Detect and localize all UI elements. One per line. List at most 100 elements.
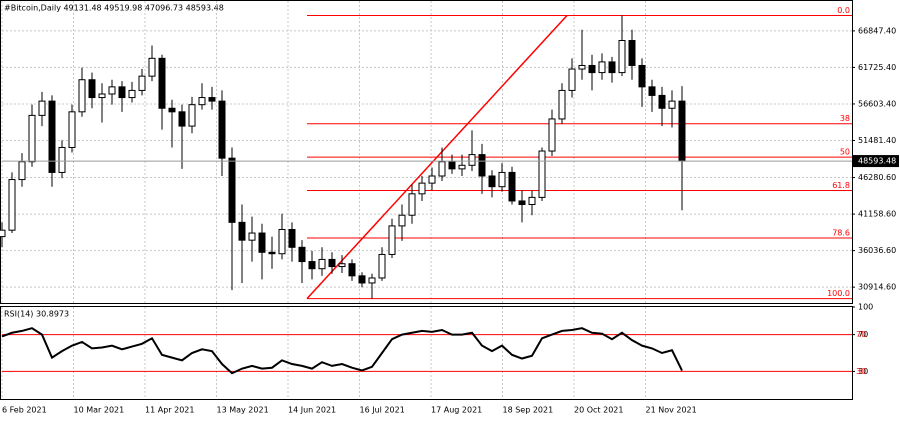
candle-body	[678, 100, 686, 162]
rsi-frame	[0, 306, 853, 400]
x-tick-label: 17 Aug 2021	[431, 406, 482, 415]
candle-body	[28, 114, 36, 163]
candle-body	[428, 175, 436, 184]
candle-body	[518, 200, 526, 206]
y-tick-label: 66847.40	[858, 26, 896, 35]
candle-body	[438, 161, 446, 177]
rsi-tick-label: 100	[858, 303, 873, 312]
candle-body	[298, 246, 306, 263]
candle-body	[178, 111, 186, 127]
fib-label: 38	[840, 114, 850, 123]
candle-body	[268, 251, 276, 255]
x-tick-label: 18 Sep 2021	[503, 406, 554, 415]
candle-body	[498, 171, 506, 188]
candle-body	[378, 253, 386, 279]
candle-body	[248, 232, 256, 241]
candle-body	[508, 171, 516, 202]
candle-body	[588, 64, 596, 74]
current-price-label: 48593.48	[858, 157, 896, 166]
candle-body	[358, 275, 366, 284]
current-price-box	[853, 155, 899, 168]
fib-label: 50	[840, 148, 850, 157]
candle-body	[188, 104, 196, 127]
y-tick-label: 56603.40	[858, 99, 896, 108]
candle-body	[488, 175, 496, 188]
candle-body	[658, 94, 666, 109]
y-tick-label: 41158.60	[858, 210, 896, 219]
candle-body	[258, 232, 266, 253]
candle-body	[638, 64, 646, 88]
candle-body	[128, 89, 136, 99]
candle-body	[598, 61, 606, 74]
candle-body	[208, 97, 216, 102]
candle-body	[388, 225, 396, 255]
x-tick-label: 10 Mar 2021	[74, 406, 125, 415]
candle-body	[398, 214, 406, 227]
rsi-level-label: 30	[856, 367, 866, 376]
y-tick-label: 51481.40	[858, 136, 896, 145]
x-tick-label: 6 Feb 2021	[2, 406, 47, 415]
candle-body	[78, 79, 86, 113]
x-tick-label: 11 Apr 2021	[145, 406, 194, 415]
candle-body	[538, 150, 546, 198]
y-tick-label: 61725.40	[858, 63, 896, 72]
rsi-tick-label: 70	[858, 330, 868, 339]
y-tick-label: 46280.60	[858, 173, 896, 182]
candle-body	[308, 261, 316, 270]
candle-body	[108, 86, 116, 95]
rsi-tick-label: 30	[858, 367, 868, 376]
candle-body	[148, 57, 156, 77]
candle-body	[0, 229, 6, 238]
candle-body	[218, 100, 226, 159]
candle-body	[18, 161, 26, 181]
candle-body	[568, 68, 576, 91]
y-tick-label: 36036.60	[858, 246, 896, 255]
candle-body	[458, 164, 466, 170]
fib-label: 78.6	[832, 229, 850, 238]
candle-body	[478, 154, 486, 177]
rsi-level-label: 70	[856, 330, 866, 339]
candle-body	[328, 258, 336, 268]
main-frame	[0, 0, 853, 304]
rsi-line	[1, 327, 683, 375]
y-tick-label: 30914.60	[858, 283, 896, 292]
candle-body	[48, 100, 56, 173]
candle-body	[168, 107, 176, 113]
x-tick-label: 13 May 2021	[217, 406, 269, 415]
candle-body	[138, 75, 146, 91]
x-tick-label: 14 Jun 2021	[288, 406, 336, 415]
candle-body	[558, 89, 566, 120]
candle-body	[98, 93, 106, 99]
rsi-value: 30.8973	[36, 310, 69, 319]
candle-body	[368, 277, 376, 284]
candle-body	[408, 193, 416, 216]
fib-label: 100.0	[827, 289, 850, 298]
candle-body	[118, 86, 126, 99]
x-tick-label: 16 Jul 2021	[360, 406, 405, 415]
candle-body	[158, 57, 166, 109]
candle-body	[448, 161, 456, 170]
candle-body	[228, 157, 236, 223]
candle-body	[548, 118, 556, 152]
chart-title: #Bitcoin,Daily 49131.48 49519.98 47096.7…	[4, 4, 224, 13]
x-tick-label: 20 Oct 2021	[574, 406, 623, 415]
fib-label: 61.8	[832, 181, 850, 190]
candle-body	[198, 97, 206, 106]
candle-body	[618, 40, 626, 74]
candle-body	[668, 100, 676, 109]
x-tick-label: 21 Nov 2021	[646, 406, 697, 415]
candle-body	[58, 146, 66, 173]
candle-body	[528, 196, 536, 206]
candle-body	[288, 228, 296, 248]
candle-body	[38, 100, 46, 116]
candle-body	[348, 263, 356, 277]
fib-trend-line	[306, 15, 568, 300]
candle-body	[88, 79, 96, 99]
candle-body	[578, 64, 586, 70]
candle-body	[68, 111, 76, 148]
candle-body	[628, 40, 636, 66]
candle-body	[468, 154, 476, 166]
